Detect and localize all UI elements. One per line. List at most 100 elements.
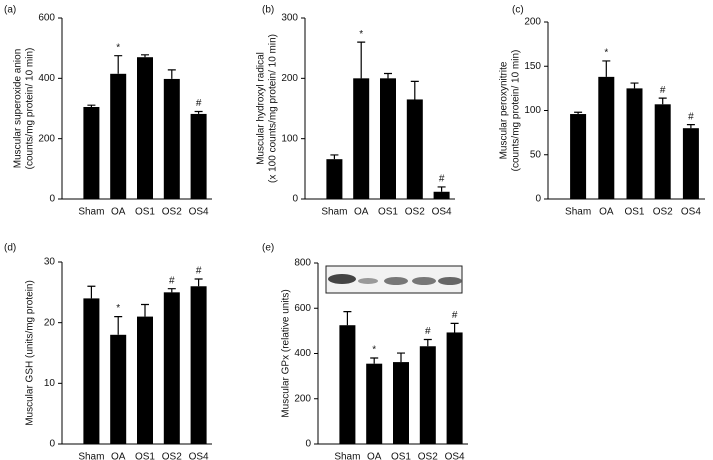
x-tick-label: Sham (78, 207, 104, 218)
error-bar (87, 104, 96, 107)
bar (83, 298, 100, 444)
x-tick-label: OS1 (135, 452, 155, 460)
bar (446, 332, 463, 444)
y-tick-label: 200 (294, 393, 311, 404)
bar (393, 362, 409, 444)
bar (419, 346, 436, 444)
significance-mark: # (169, 275, 175, 286)
error-bar (167, 288, 176, 293)
y-tick-label: 0 (535, 194, 541, 205)
y-tick-label: 50 (530, 149, 542, 160)
x-tick-label: Sham (565, 207, 591, 218)
x-tick-label: OS1 (624, 207, 644, 218)
y-tick-label: 200 (38, 133, 55, 144)
bar (570, 114, 587, 199)
x-tick-label: OS2 (405, 207, 425, 218)
x-tick-label: Sham (78, 452, 104, 460)
error-bar (450, 322, 459, 333)
y-axis-label: Muscular peroxynitrite (499, 61, 510, 159)
y-axis-label: Muscular superoxide anion (13, 49, 24, 169)
bar (353, 78, 370, 199)
error-bar (574, 111, 583, 115)
error-bar (194, 110, 203, 114)
x-tick-label: OS2 (162, 207, 182, 218)
y-axis-label: (x 100 counts/mg protein/ 10 min) (268, 34, 279, 183)
y-tick-label: 300 (281, 13, 298, 24)
error-bar (141, 303, 149, 317)
error-bar (357, 41, 366, 79)
error-bar (602, 60, 611, 77)
x-tick-label: OS1 (378, 207, 398, 218)
significance-mark: # (196, 98, 202, 109)
x-tick-label: OS2 (418, 452, 438, 460)
error-bar (658, 97, 667, 105)
y-tick-label: 100 (281, 133, 298, 144)
significance-mark: # (688, 111, 694, 122)
western-blot (325, 265, 463, 294)
y-tick-label: 600 (38, 13, 55, 24)
bar (598, 76, 615, 199)
bar (339, 325, 356, 444)
error-bar (686, 124, 695, 129)
error-bar (141, 54, 149, 58)
significance-mark: # (425, 326, 431, 337)
y-tick-label: 600 (294, 303, 311, 314)
bar (682, 128, 699, 199)
y-tick-label: 0 (305, 439, 311, 450)
x-tick-label: OS4 (445, 452, 465, 460)
y-tick-label: 200 (281, 73, 298, 84)
error-bar (410, 80, 419, 100)
bar (163, 292, 180, 444)
x-tick-label: OA (599, 207, 614, 218)
error-bar (167, 69, 176, 79)
x-tick-label: OS2 (653, 207, 673, 218)
error-bar (397, 352, 405, 363)
x-tick-label: OS4 (189, 452, 209, 460)
significance-mark: * (604, 48, 608, 59)
y-tick-label: 400 (38, 73, 55, 84)
error-bar (343, 311, 352, 326)
error-bar (423, 338, 432, 347)
error-bar (114, 55, 123, 74)
x-tick-label: OS2 (162, 452, 182, 460)
y-tick-label: 100 (524, 105, 541, 116)
y-axis-label: Muscular GPx (relative units) (281, 289, 292, 417)
x-tick-label: OS4 (681, 207, 701, 218)
panel-label: (a) (4, 5, 16, 16)
x-tick-label: OS1 (135, 207, 155, 218)
bar (433, 191, 450, 199)
y-tick-label: 150 (524, 61, 541, 72)
y-tick-label: 0 (49, 194, 55, 205)
bar (406, 99, 423, 199)
x-tick-label: OA (367, 452, 382, 460)
y-tick-label: 0 (292, 194, 298, 205)
error-bar (114, 316, 123, 335)
error-bar (630, 82, 639, 89)
x-tick-label: Sham (334, 452, 360, 460)
significance-mark: # (452, 310, 458, 321)
error-bar (87, 285, 96, 299)
error-bar (437, 186, 446, 192)
y-tick-label: 10 (44, 378, 56, 389)
significance-mark: * (116, 42, 120, 53)
bar (626, 88, 643, 199)
y-axis-label: Muscular GSH (units/mg protein) (25, 280, 36, 426)
significance-mark: * (116, 303, 120, 314)
error-bar (194, 278, 203, 287)
y-axis-label: (counts/mg protein/ 10 min) (511, 50, 522, 172)
x-tick-label: OA (111, 207, 126, 218)
x-tick-label: OS4 (189, 207, 209, 218)
y-tick-label: 0 (49, 439, 55, 450)
x-tick-label: Sham (321, 207, 347, 218)
x-tick-label: OS1 (391, 452, 411, 460)
bar (654, 104, 671, 199)
panel-label: (d) (4, 243, 16, 254)
bar (380, 78, 396, 199)
significance-mark: # (439, 174, 445, 185)
error-bar (384, 72, 392, 79)
panel-label: (e) (262, 243, 274, 254)
y-tick-label: 200 (524, 17, 541, 28)
y-axis-label: (counts/mg protein/ 10 min) (25, 48, 36, 170)
significance-mark: # (196, 266, 202, 277)
